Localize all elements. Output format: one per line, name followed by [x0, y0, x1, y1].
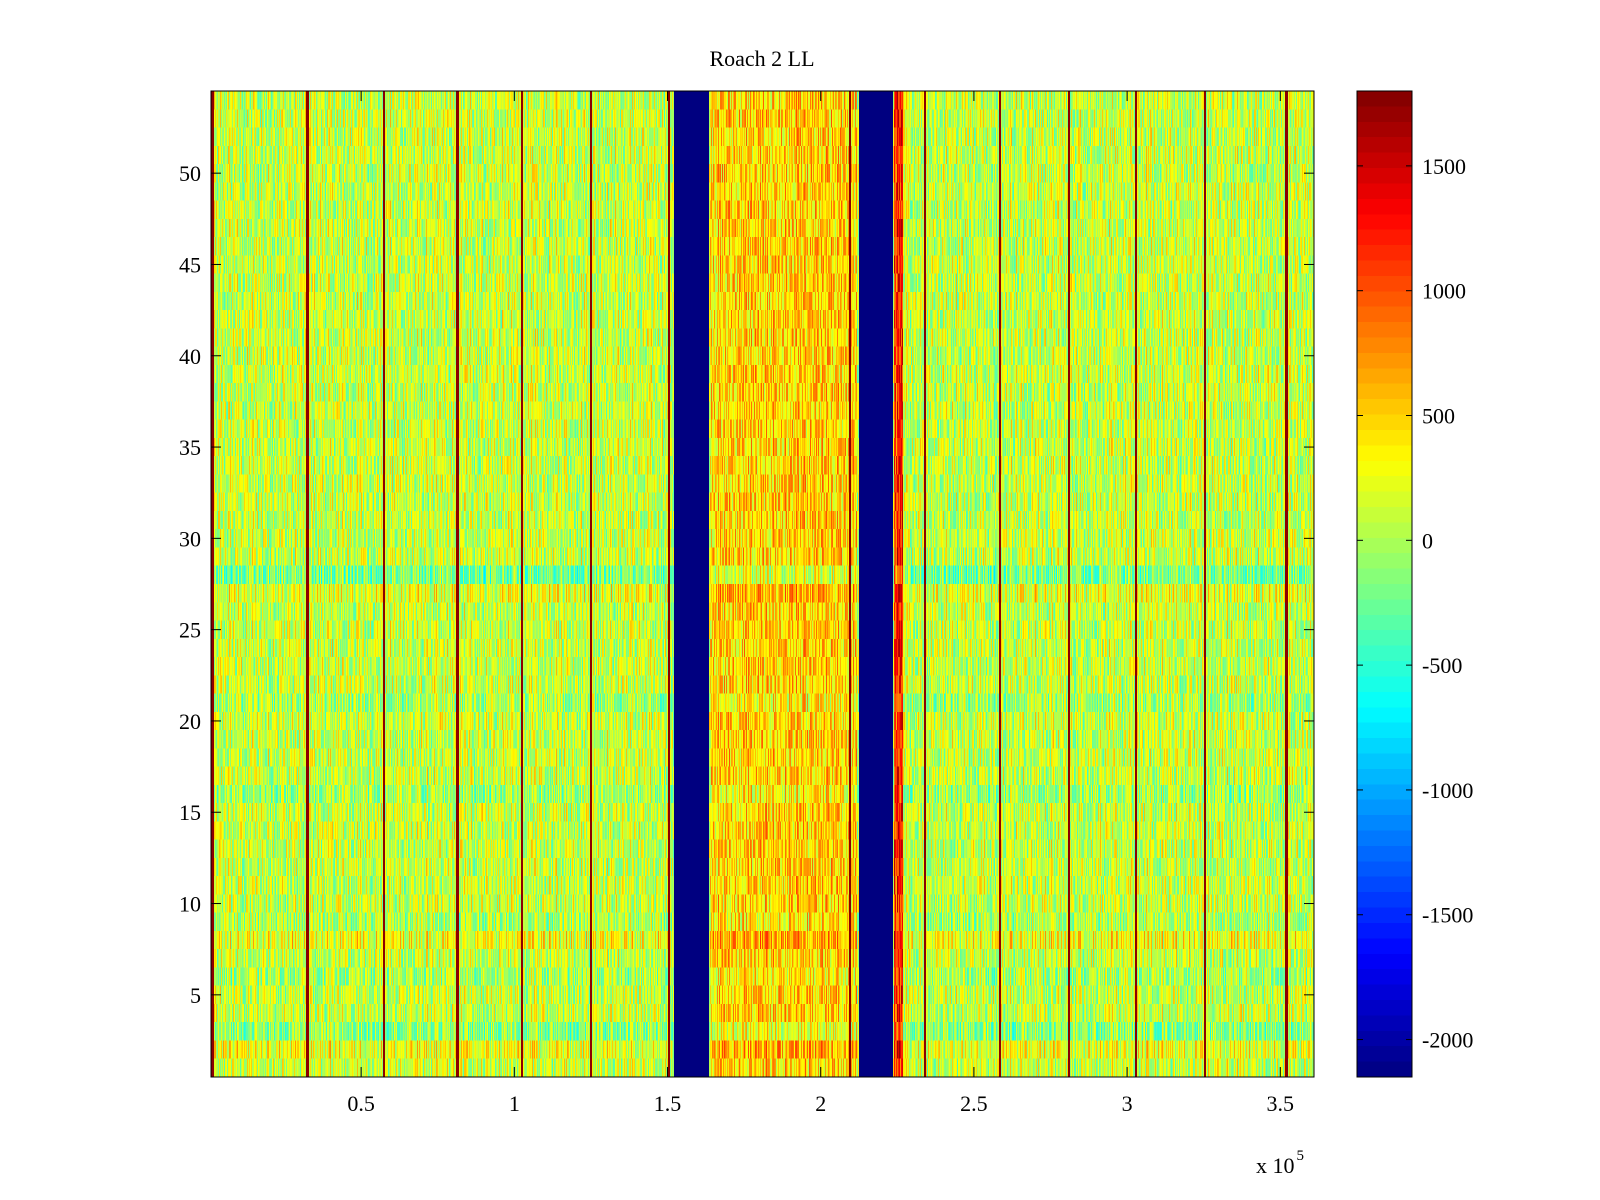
colorbar-tick-label: -1000 [1422, 778, 1473, 803]
colorbar-tick-label: 1500 [1422, 154, 1466, 179]
colorbar-gradient [1357, 91, 1412, 1077]
x-tick-label: 1.5 [654, 1091, 682, 1116]
plot-area-frame [210, 90, 1315, 1078]
colorbar-tick-label: 1000 [1422, 279, 1466, 304]
x-tick-label: 2 [815, 1091, 826, 1116]
x-tick-label: 1 [509, 1091, 520, 1116]
x-tick-label: 3.5 [1267, 1091, 1295, 1116]
colorbar-tick-label: 0 [1422, 528, 1433, 553]
x-tick-label: 3 [1122, 1091, 1133, 1116]
y-tick-label: 10 [179, 892, 201, 917]
x-tick-label: 2.5 [960, 1091, 988, 1116]
y-axis: 5 10 15 20 25 30 35 40 45 50 [179, 161, 1314, 1008]
heatmap-image [211, 91, 1314, 1077]
y-tick-label: 40 [179, 344, 201, 369]
chart-title: Roach 2 LL [709, 46, 814, 71]
x-tick-label: 0.5 [347, 1091, 375, 1116]
colorbar-axis: 1500 1000 500 0 -500 -1000 -1500 -2000 [1357, 154, 1473, 1053]
x-axis-exponent: x 10 5 [1256, 1148, 1304, 1178]
y-tick-label: 20 [179, 709, 201, 734]
x-axis: 0.5 1 1.5 2 2.5 3 3.5 [347, 91, 1294, 1116]
colorbar-tick-label: -1500 [1422, 903, 1473, 928]
y-tick-label: 35 [179, 435, 201, 460]
colorbar-frame [1356, 90, 1413, 1078]
colorbar-tick-label: 500 [1422, 404, 1455, 429]
y-tick-label: 25 [179, 618, 201, 643]
x-axis-exponent-power: 5 [1297, 1148, 1305, 1164]
y-tick-label: 30 [179, 526, 201, 551]
y-tick-label: 15 [179, 800, 201, 825]
y-tick-label: 5 [190, 983, 201, 1008]
colorbar-tick-label: -500 [1422, 653, 1462, 678]
y-tick-label: 45 [179, 252, 201, 277]
x-axis-exponent-base: x 10 [1256, 1153, 1295, 1178]
y-tick-label: 50 [179, 161, 201, 186]
colorbar-tick-label: -2000 [1422, 1028, 1473, 1053]
